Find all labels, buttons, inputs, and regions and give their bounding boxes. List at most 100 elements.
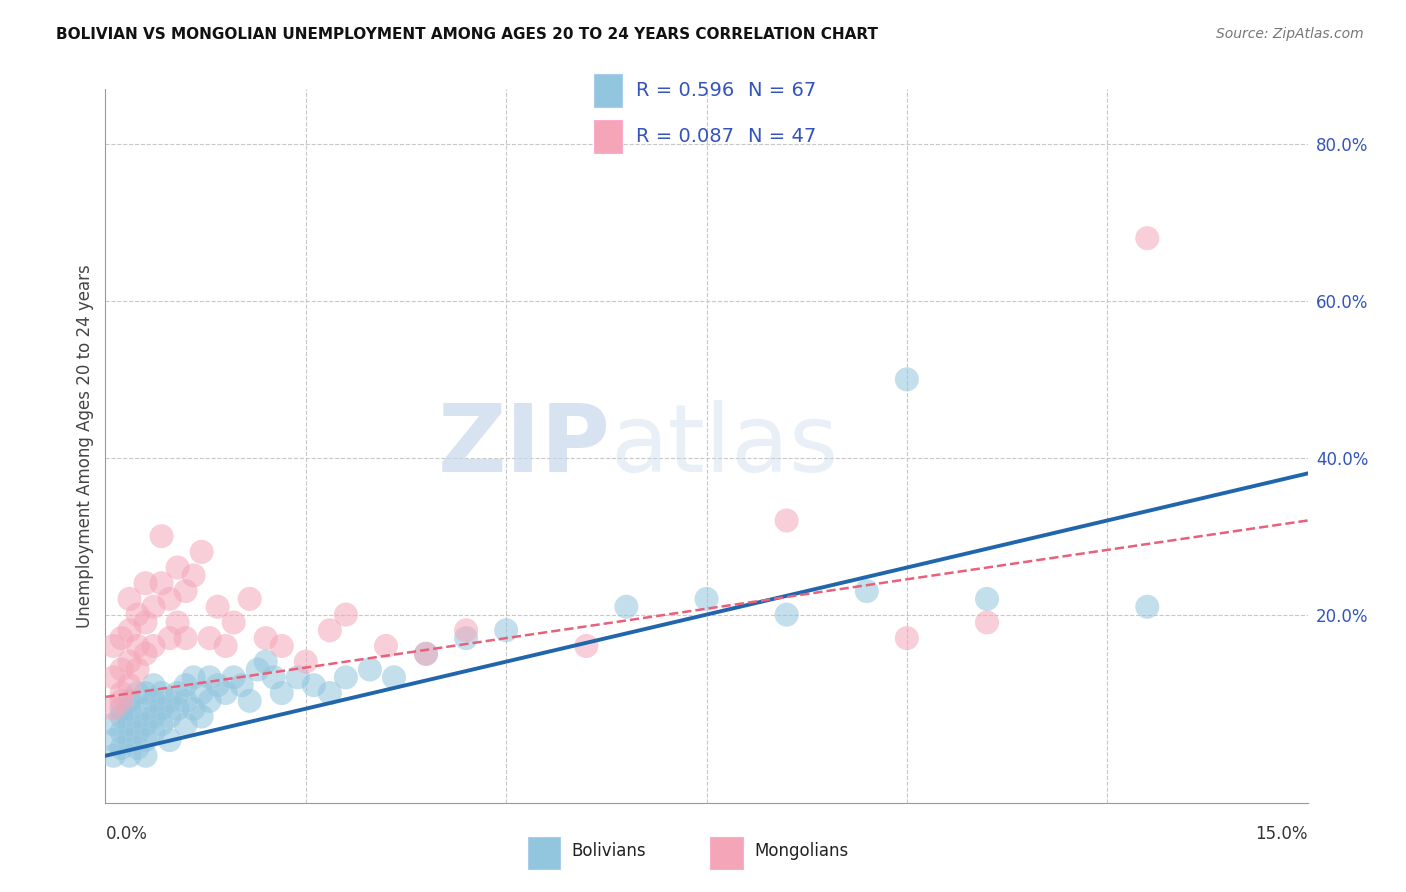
Point — [135, 748, 157, 763]
Point — [127, 663, 149, 677]
Point — [103, 733, 125, 747]
Point — [776, 514, 799, 528]
Point — [222, 615, 245, 630]
Point — [1136, 231, 1159, 245]
Point — [190, 686, 212, 700]
Point — [776, 607, 799, 622]
Point — [382, 670, 405, 684]
Text: R = 0.596: R = 0.596 — [636, 80, 734, 100]
Point — [118, 733, 141, 747]
Y-axis label: Unemployment Among Ages 20 to 24 years: Unemployment Among Ages 20 to 24 years — [76, 264, 94, 628]
Point — [118, 624, 141, 638]
Point — [118, 655, 141, 669]
Point — [616, 599, 638, 614]
Point — [174, 631, 197, 645]
Point — [142, 725, 165, 739]
Point — [166, 686, 188, 700]
Point — [696, 591, 718, 606]
Point — [174, 584, 197, 599]
Point — [183, 670, 205, 684]
Point — [239, 694, 262, 708]
Point — [1136, 599, 1159, 614]
Text: N = 47: N = 47 — [748, 127, 817, 145]
Point — [142, 709, 165, 723]
Point — [207, 599, 229, 614]
Text: BOLIVIAN VS MONGOLIAN UNEMPLOYMENT AMONG AGES 20 TO 24 YEARS CORRELATION CHART: BOLIVIAN VS MONGOLIAN UNEMPLOYMENT AMONG… — [56, 27, 879, 42]
Point — [127, 709, 149, 723]
Point — [263, 670, 285, 684]
Point — [207, 678, 229, 692]
Point — [150, 717, 173, 731]
Point — [142, 599, 165, 614]
Text: ZIP: ZIP — [437, 400, 610, 492]
Point — [495, 624, 517, 638]
Point — [150, 576, 173, 591]
Point — [415, 647, 437, 661]
Point — [159, 591, 181, 606]
Point — [246, 663, 269, 677]
Point — [159, 694, 181, 708]
Point — [254, 631, 277, 645]
Point — [103, 702, 125, 716]
Point — [976, 591, 998, 606]
Point — [110, 725, 132, 739]
Point — [142, 678, 165, 692]
Point — [118, 591, 141, 606]
Point — [287, 670, 309, 684]
Point — [135, 615, 157, 630]
Point — [174, 717, 197, 731]
Point — [190, 545, 212, 559]
Point — [103, 717, 125, 731]
Text: 0.0%: 0.0% — [105, 825, 148, 843]
Point — [118, 702, 141, 716]
Point — [415, 647, 437, 661]
Point — [127, 639, 149, 653]
Point — [319, 624, 342, 638]
Point — [454, 624, 477, 638]
Text: Bolivians: Bolivians — [571, 842, 645, 861]
Point — [142, 639, 165, 653]
Point — [295, 655, 318, 669]
Point — [135, 576, 157, 591]
Point — [110, 631, 132, 645]
Point — [198, 670, 221, 684]
Text: 15.0%: 15.0% — [1256, 825, 1308, 843]
Point — [214, 639, 236, 653]
Point — [302, 678, 325, 692]
Point — [159, 733, 181, 747]
Point — [127, 725, 149, 739]
Point — [118, 678, 141, 692]
Point — [335, 607, 357, 622]
Point — [198, 694, 221, 708]
Text: Source: ZipAtlas.com: Source: ZipAtlas.com — [1216, 27, 1364, 41]
Point — [575, 639, 598, 653]
FancyBboxPatch shape — [710, 837, 744, 869]
FancyBboxPatch shape — [527, 837, 561, 869]
Point — [454, 631, 477, 645]
Point — [896, 631, 918, 645]
Point — [222, 670, 245, 684]
Point — [110, 702, 132, 716]
Point — [135, 647, 157, 661]
Point — [896, 372, 918, 386]
Point — [231, 678, 253, 692]
Point — [374, 639, 398, 653]
Point — [150, 686, 173, 700]
Point — [110, 740, 132, 755]
Point — [127, 740, 149, 755]
Point — [135, 702, 157, 716]
Point — [110, 686, 132, 700]
Point — [174, 694, 197, 708]
Text: atlas: atlas — [610, 400, 838, 492]
Point — [110, 663, 132, 677]
Point — [174, 678, 197, 692]
Point — [855, 584, 877, 599]
Point — [359, 663, 381, 677]
Point — [135, 733, 157, 747]
Text: N = 67: N = 67 — [748, 80, 817, 100]
Point — [110, 709, 132, 723]
Point — [166, 702, 188, 716]
Point — [976, 615, 998, 630]
Point — [150, 702, 173, 716]
Text: Mongolians: Mongolians — [754, 842, 848, 861]
